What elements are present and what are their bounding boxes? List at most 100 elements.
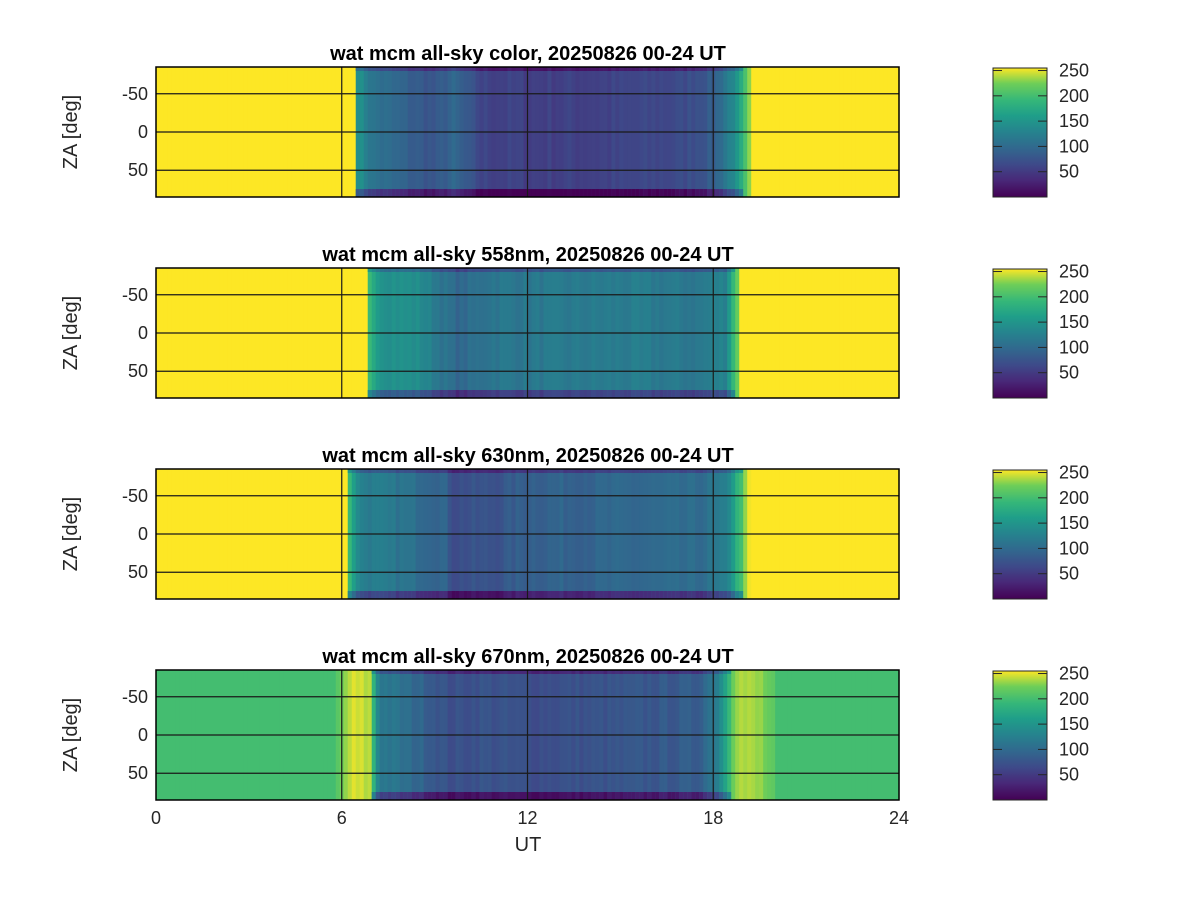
x-axis-label: UT [515, 834, 542, 856]
heatmap-horizon-band [611, 189, 616, 197]
heatmap-horizon-band [371, 792, 377, 800]
heatmap-horizon-band [399, 670, 405, 674]
colorbar-tick-label: 50 [1059, 363, 1079, 383]
heatmap-horizon-band [651, 67, 656, 71]
heatmap-horizon-band [455, 268, 461, 272]
heatmap-horizon-band [643, 591, 648, 599]
heatmap-horizon-band [367, 268, 373, 272]
heatmap-horizon-band [635, 268, 640, 272]
heatmap-horizon-band [651, 670, 656, 674]
heatmap-horizon-band [715, 268, 720, 272]
heatmap-horizon-band [699, 268, 704, 272]
heatmap-horizon-band [399, 469, 405, 473]
heatmap-horizon-band [731, 469, 736, 473]
y-tick-label: 0 [138, 323, 148, 343]
heatmap-horizon-band [739, 67, 744, 71]
heatmap-horizon-band [387, 189, 393, 197]
heatmap-horizon-band [607, 268, 612, 272]
heatmap-horizon-band [415, 67, 421, 71]
heatmap-horizon-band [699, 670, 704, 674]
gridlines [156, 469, 899, 599]
heatmap-horizon-band [467, 591, 473, 599]
heatmap-horizon-band [395, 390, 401, 398]
heatmap-horizon-band [539, 792, 545, 800]
heatmap-horizon-band [399, 792, 405, 800]
heatmap-horizon-band [459, 670, 465, 674]
heatmap-horizon-band [671, 390, 676, 398]
y-axis-label: ZA [deg] [60, 95, 82, 170]
heatmap-horizon-band [479, 591, 485, 599]
heatmap-horizon-band [547, 390, 553, 398]
heatmap-horizon-band [487, 67, 493, 71]
heatmap-horizon-band [727, 670, 732, 674]
heatmap-horizon-band [431, 591, 437, 599]
panel-title: wat mcm all-sky 558nm, 20250826 00-24 UT [321, 244, 733, 266]
heatmap-horizon-band [551, 670, 557, 674]
heatmap-horizon-band [507, 189, 513, 197]
heatmap-horizon-band [375, 390, 381, 398]
heatmap-horizon-band [503, 469, 509, 473]
heatmap-horizon-band [487, 189, 493, 197]
heatmap-horizon-band [387, 67, 393, 71]
heatmap-horizon-band [395, 189, 401, 197]
heatmap-horizon-band [595, 670, 600, 674]
heatmap-horizon-band [515, 469, 521, 473]
heatmap-horizon-band [543, 591, 549, 599]
heatmap-horizon-band [487, 670, 493, 674]
colorbar-tick-label: 250 [1059, 664, 1089, 684]
heatmap-horizon-band [507, 268, 513, 272]
heatmap-horizon-band [499, 390, 505, 398]
heatmap-horizon-band [583, 67, 589, 71]
heatmap-horizon-band [543, 189, 549, 197]
heatmap-horizon-band [507, 390, 513, 398]
heatmap-horizon-band [491, 189, 497, 197]
heatmap-horizon-band [531, 792, 537, 800]
heatmap-horizon-band [579, 670, 585, 674]
heatmap-horizon-band [351, 469, 357, 473]
heatmap-horizon-band [675, 189, 680, 197]
heatmap-horizon-band [463, 792, 469, 800]
heatmap-horizon-band [635, 67, 640, 71]
heatmap-horizon-band [723, 670, 728, 674]
heatmap-horizon-band [695, 390, 700, 398]
heatmap-horizon-band [527, 67, 533, 71]
gridlines [156, 67, 899, 197]
heatmap-horizon-band [731, 591, 736, 599]
heatmap-horizon-band [411, 189, 417, 197]
heatmap-horizon-band [567, 189, 573, 197]
heatmap-horizon-band [547, 469, 553, 473]
heatmap-horizon-band [467, 268, 473, 272]
heatmap-horizon-band [695, 670, 700, 674]
heatmap-horizon-band [483, 67, 489, 71]
heatmap-horizon-band [375, 670, 381, 674]
heatmap-horizon-band [555, 189, 561, 197]
heatmap-horizon-band [503, 792, 509, 800]
heatmap-horizon-band [471, 670, 477, 674]
heatmap-horizon-band [639, 189, 644, 197]
heatmap-horizon-band [459, 189, 465, 197]
heatmap-horizon-band [551, 390, 557, 398]
heatmap-horizon-band [723, 591, 728, 599]
heatmap-horizon-band [419, 189, 425, 197]
heatmap-horizon-band [411, 390, 417, 398]
heatmap-horizon-band [539, 591, 545, 599]
heatmap-horizon-band [419, 792, 425, 800]
heatmap-horizon-band [379, 469, 385, 473]
heatmap-horizon-band [715, 591, 720, 599]
heatmap-horizon-band [571, 591, 577, 599]
heatmap-horizon-band [391, 268, 397, 272]
heatmap-horizon-band [435, 591, 441, 599]
heatmap-horizon-band [407, 792, 413, 800]
heatmap-horizon-band [663, 469, 668, 473]
heatmap-horizon-band [499, 67, 505, 71]
heatmap-horizon-band [679, 67, 684, 71]
heatmap-horizon-band [607, 189, 612, 197]
heatmap-horizon-band [427, 189, 433, 197]
heatmap-horizon-band [415, 670, 421, 674]
heatmap-horizon-band [539, 670, 545, 674]
heatmap-horizon-band [383, 189, 389, 197]
heatmap-horizon-band [479, 670, 485, 674]
heatmap-horizon-band [495, 670, 501, 674]
heatmap-horizon-band [447, 189, 453, 197]
x-axis: 0 6 12 18 24 UT [151, 808, 909, 856]
